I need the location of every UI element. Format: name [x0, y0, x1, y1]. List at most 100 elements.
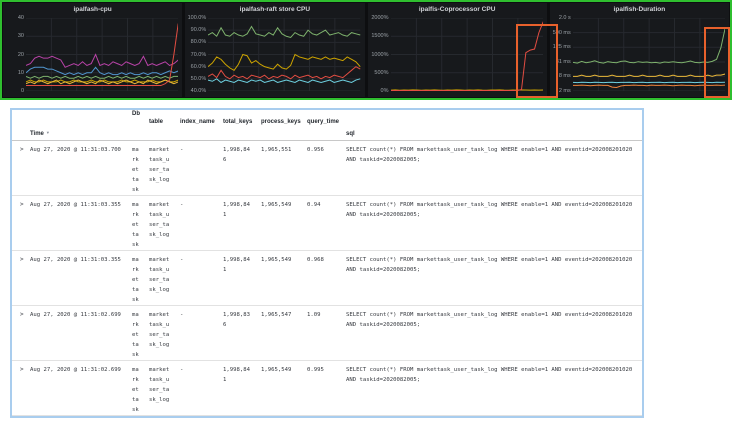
- series-line-0: [573, 28, 725, 63]
- series-line-0: [26, 55, 178, 68]
- cell-sql: SELECT count(*) FROM markettask_user_tas…: [346, 147, 633, 163]
- metrics-dashboard: ipalfash-cpu 40 30 20 10 0 ipalfash-raft store…: [0, 0, 732, 100]
- expand-row-icon[interactable]: >: [20, 146, 24, 153]
- cell-process-keys: 1,965,549: [261, 367, 292, 373]
- cell-process-keys: 1,965,549: [261, 202, 292, 208]
- cell-db: markettask: [132, 367, 139, 413]
- y-tick-label: 0%: [380, 88, 389, 94]
- panel-title[interactable]: ipalfis-Coprocessor CPU: [418, 6, 496, 13]
- series-line-1: [208, 55, 360, 71]
- y-tick-label: 80.0%: [190, 39, 207, 46]
- y-axis-labels: 2000% 1500% 1000% 500% 0%: [370, 15, 391, 94]
- panel-title[interactable]: ipalfish-Duration: [613, 6, 666, 13]
- table-body: > Aug 27, 2020 @ 11:31:03.700 markettask ma…: [12, 141, 642, 418]
- cell-db: markettask: [132, 312, 139, 358]
- timeseries-chart[interactable]: [573, 18, 725, 91]
- cell-sql: SELECT count(*) FROM markettask_user_tas…: [346, 257, 633, 273]
- panel-body: 2.0 s 500 ms 125 ms 31 ms 8 ms 2 ms: [550, 15, 729, 97]
- cell-db: markettask: [132, 147, 139, 193]
- column-header-db[interactable]: Db: [132, 111, 140, 117]
- y-tick-label: 90.0%: [190, 27, 207, 34]
- y-tick-label: 40.0%: [190, 88, 207, 94]
- table-row-2[interactable]: > Aug 27, 2020 @ 11:31:03.355 markettask ma…: [12, 251, 642, 306]
- cell-total-keys: 1,998,841: [223, 257, 250, 273]
- cell-time: Aug 27, 2020 @ 11:31:03.700: [30, 147, 121, 153]
- y-tick-label: 8 ms: [558, 73, 571, 80]
- cell-sql: SELECT count(*) FROM markettask_user_tas…: [346, 202, 633, 218]
- table-row-1[interactable]: > Aug 27, 2020 @ 11:31:03.355 markettask ma…: [12, 196, 642, 251]
- cell-total-keys: 1,998,846: [223, 147, 250, 163]
- cell-query-time: 0.995: [307, 367, 324, 373]
- y-tick-label: 20: [17, 51, 24, 58]
- cell-time: Aug 27, 2020 @ 11:31:03.355: [30, 202, 121, 208]
- table-header-row: Time ▼ Db table index_name total_keys pro…: [12, 110, 642, 141]
- cell-total-keys: 1,998,841: [223, 202, 250, 218]
- column-header-time[interactable]: Time ▼: [30, 130, 50, 137]
- y-tick-label: 40: [17, 15, 24, 21]
- series-line-3: [573, 85, 725, 87]
- table-row-0[interactable]: > Aug 27, 2020 @ 11:31:03.700 markettask ma…: [12, 141, 642, 196]
- cell-index-name: -: [180, 312, 184, 318]
- y-tick-label: 0: [20, 88, 24, 94]
- cell-process-keys: 1,965,549: [261, 257, 292, 263]
- highlight-annotation-box-1: [704, 27, 730, 98]
- y-tick-label: 2 ms: [558, 88, 571, 94]
- cell-sql: SELECT count(*) FROM markettask_user_tas…: [346, 312, 633, 328]
- cell-time: Aug 27, 2020 @ 11:31:02.699: [30, 312, 121, 318]
- cell-total-keys: 1,998,841: [223, 367, 250, 383]
- y-tick-label: 500 ms: [552, 29, 571, 36]
- series-line-1: [573, 74, 725, 76]
- panel-1: ipalfash-raft store CPU 100.0% 90.0% 80.0% 7…: [185, 3, 365, 97]
- y-tick-label: 125 ms: [552, 44, 571, 51]
- panel-title[interactable]: ipalfash-raft store CPU: [239, 6, 311, 13]
- table-row-4[interactable]: > Aug 27, 2020 @ 11:31:02.699 markettask ma…: [12, 361, 642, 416]
- y-tick-label: 31 ms: [555, 59, 571, 66]
- cell-process-keys: 1,965,547: [261, 312, 292, 318]
- panel-body: 40 30 20 10 0: [3, 15, 182, 97]
- cell-table: markettask_user_task_log: [149, 202, 170, 238]
- series-line-2: [26, 76, 178, 78]
- expand-row-icon[interactable]: >: [20, 256, 24, 263]
- panel-title[interactable]: ipalfash-cpu: [73, 6, 112, 13]
- series-line-1: [26, 67, 178, 74]
- series-line-4: [26, 80, 178, 84]
- timeseries-chart[interactable]: [26, 18, 178, 91]
- expand-row-icon[interactable]: >: [20, 311, 24, 318]
- cell-total-keys: 1,998,836: [223, 312, 250, 328]
- table-row-3[interactable]: > Aug 27, 2020 @ 11:31:02.699 markettask ma…: [12, 306, 642, 361]
- series-line-0: [208, 27, 360, 38]
- expand-row-icon[interactable]: >: [20, 366, 24, 373]
- y-tick-label: 10: [17, 69, 24, 76]
- column-header-process-keys[interactable]: process_keys: [261, 119, 301, 125]
- cell-time: Aug 27, 2020 @ 11:31:03.355: [30, 257, 121, 263]
- cell-table: markettask_user_task_log: [149, 367, 170, 403]
- column-header-index-name[interactable]: index_name: [180, 119, 215, 125]
- panel-3: ipalfish-Duration 2.0 s 500 ms 125 ms 31 ms 8…: [549, 3, 729, 97]
- y-axis-labels: 40 30 20 10 0: [5, 15, 26, 94]
- cell-index-name: -: [180, 147, 184, 153]
- y-tick-label: 50.0%: [190, 75, 207, 82]
- y-tick-label: 30: [17, 33, 24, 40]
- cell-query-time: 0.956: [307, 147, 324, 153]
- y-tick-label: 100.0%: [187, 15, 207, 21]
- y-tick-label: 1000%: [371, 51, 389, 58]
- cell-db: markettask: [132, 202, 139, 248]
- cell-db: markettask: [132, 257, 139, 303]
- cell-query-time: 1.09: [307, 312, 321, 318]
- y-tick-label: 2000%: [371, 15, 389, 21]
- y-tick-label: 70.0%: [190, 51, 207, 58]
- column-header-sql[interactable]: sql: [346, 131, 355, 137]
- sort-descending-icon[interactable]: ▼: [45, 130, 50, 135]
- column-header-table[interactable]: table: [149, 119, 164, 125]
- series-line-3: [208, 79, 360, 83]
- y-axis-labels: 2.0 s 500 ms 125 ms 31 ms 8 ms 2 ms: [552, 15, 573, 94]
- cell-process-keys: 1,965,551: [261, 147, 292, 153]
- table-row-5[interactable]: >Aug 27, 2020 @ 11:31:02.355markettaskma…: [12, 416, 642, 418]
- expand-row-icon[interactable]: >: [20, 201, 24, 208]
- cell-table: markettask_user_task_log: [149, 147, 170, 183]
- cell-table: markettask_user_task_log: [149, 312, 170, 348]
- timeseries-chart[interactable]: [208, 18, 360, 91]
- cell-time: Aug 27, 2020 @ 11:31:02.699: [30, 367, 121, 373]
- column-header-query-time[interactable]: query_time: [307, 119, 340, 125]
- column-header-total-keys[interactable]: total_keys: [223, 119, 253, 125]
